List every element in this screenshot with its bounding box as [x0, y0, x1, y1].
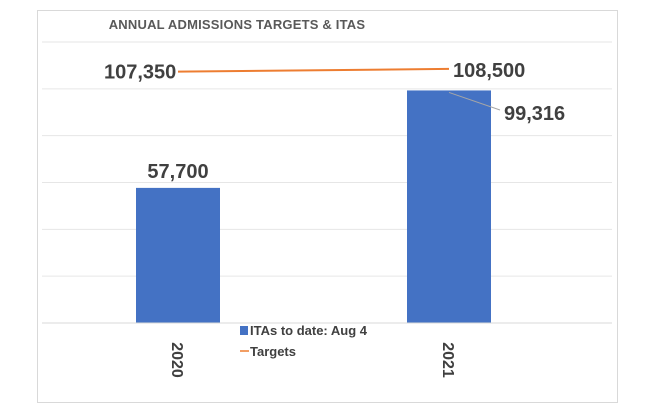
- bar-2020: [136, 187, 220, 323]
- chart-frame: [37, 10, 618, 403]
- targets-line: [177, 67, 450, 73]
- category-label-2021: 2021: [439, 342, 456, 378]
- bar-2021: [407, 90, 491, 324]
- legend-label-targets: Targets: [250, 344, 296, 359]
- label-leader-line: [448, 91, 501, 111]
- legend-label-itas: ITAs to date: Aug 4: [250, 323, 368, 338]
- target-value-label-2020: 107,350: [104, 62, 176, 84]
- target-value-label-2021: 108,500: [453, 60, 525, 82]
- legend-swatch-itas: [240, 326, 248, 335]
- category-label-2020: 2020: [168, 342, 185, 378]
- bar-value-label-2021: 99,316: [504, 103, 565, 125]
- bar-value-label-2020: 57,700: [147, 161, 208, 183]
- chart-title: ANNUAL ADMISSIONS TARGETS & ITAS: [108, 17, 366, 32]
